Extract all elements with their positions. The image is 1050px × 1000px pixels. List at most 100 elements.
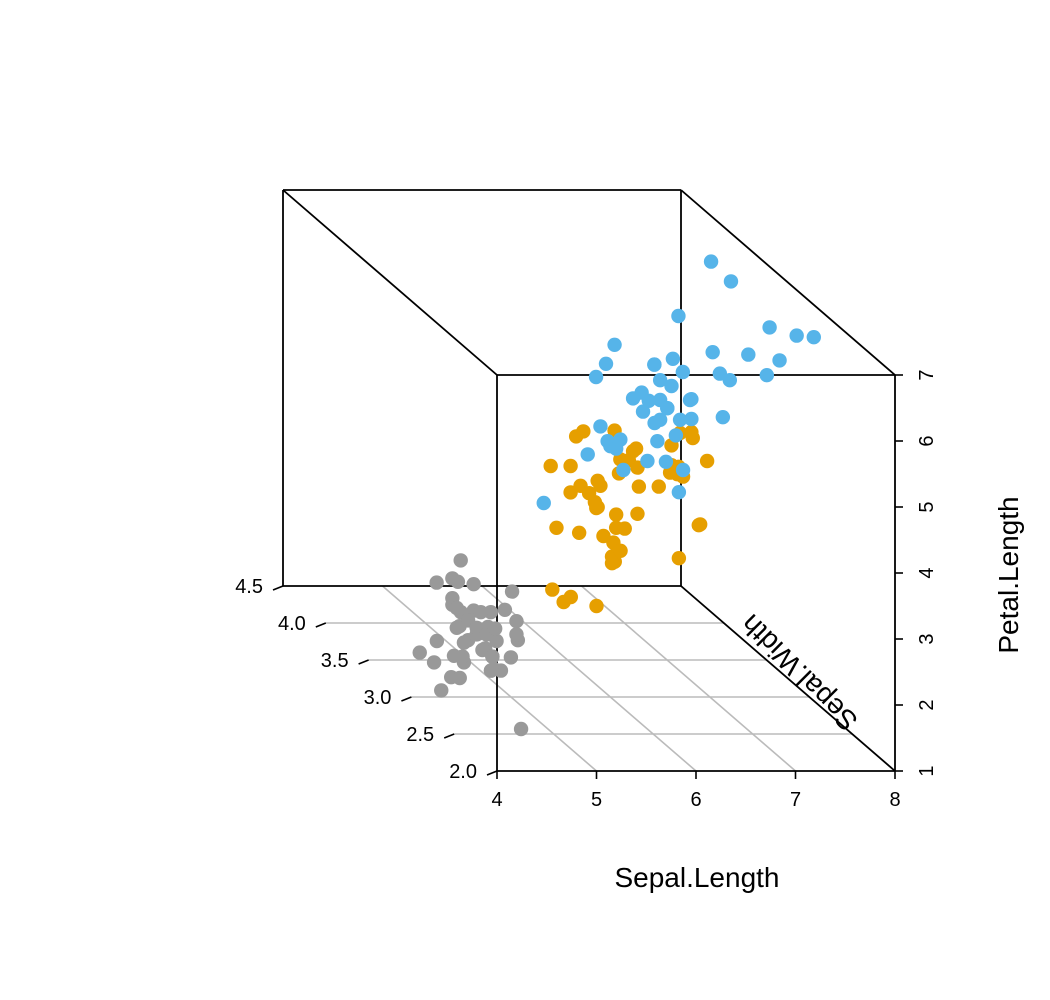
y-tick	[272, 585, 284, 591]
data-point	[504, 584, 520, 599]
data-point	[705, 345, 720, 360]
data-point	[596, 528, 611, 544]
axis-ticks: 4 5 6 7 8 2.0 2.5 3.0 3.5 4.0 4.5 1 2 3 4 5 6 7	[235, 369, 938, 811]
data-point	[715, 410, 731, 425]
data-point	[722, 373, 737, 388]
x-tick-label: 8	[889, 789, 900, 811]
data-point	[580, 447, 595, 462]
data-point	[651, 479, 666, 494]
data-point	[650, 434, 665, 449]
data-points	[412, 254, 821, 737]
bottom-plane-grid	[325, 585, 853, 772]
data-point	[604, 556, 620, 571]
data-point	[563, 589, 579, 605]
data-point	[509, 627, 524, 642]
x-tick-label: 7	[790, 789, 801, 811]
data-point	[549, 520, 564, 535]
data-point	[647, 415, 662, 431]
z-tick-label: 5	[916, 501, 938, 512]
data-point	[598, 356, 614, 371]
z-tick-label: 2	[916, 699, 938, 710]
data-point	[664, 378, 679, 394]
y-tick-label: 2.5	[406, 724, 434, 746]
data-point	[589, 598, 604, 614]
x-tick-label: 5	[591, 789, 602, 811]
data-point	[426, 655, 442, 670]
data-point	[682, 392, 698, 408]
data-point	[741, 347, 756, 362]
data-point	[429, 575, 444, 590]
grid-line-x	[381, 585, 598, 772]
data-point	[545, 582, 560, 597]
z-tick-label: 6	[916, 435, 938, 446]
grid-line-x	[481, 585, 697, 772]
data-point	[503, 650, 519, 665]
y-tick-label: 4.0	[278, 613, 306, 635]
data-point	[563, 458, 578, 474]
data-point	[456, 635, 472, 650]
z-tick-label: 3	[916, 633, 938, 644]
data-point	[473, 605, 489, 620]
data-point	[493, 663, 509, 678]
data-point	[652, 373, 668, 388]
data-point	[483, 605, 498, 620]
y-tick	[486, 770, 498, 776]
data-point	[640, 453, 655, 469]
data-point	[703, 254, 719, 269]
data-point	[628, 441, 644, 456]
data-point	[590, 473, 605, 488]
data-point	[668, 428, 684, 443]
y-tick-label: 2.0	[449, 761, 477, 783]
data-point	[453, 553, 468, 568]
grid-line-x	[580, 585, 797, 772]
data-point	[684, 425, 699, 440]
data-point	[617, 521, 632, 536]
z-tick-label: 7	[916, 369, 938, 380]
data-point	[452, 670, 467, 686]
data-point	[660, 401, 675, 416]
data-point	[630, 506, 645, 521]
data-point	[593, 419, 608, 434]
data-point	[699, 453, 715, 469]
box-edge	[680, 585, 896, 772]
data-point	[466, 577, 481, 592]
data-point	[665, 351, 681, 366]
data-point	[762, 320, 777, 335]
data-point	[647, 357, 662, 372]
z-axis-title: Petal.Length	[993, 496, 1024, 653]
data-point	[671, 551, 687, 566]
x-tick-label: 4	[491, 789, 502, 811]
data-point	[772, 353, 787, 368]
data-point	[675, 364, 691, 380]
y-tick	[358, 659, 369, 665]
data-point	[412, 645, 427, 660]
data-point	[607, 337, 622, 352]
data-point	[449, 600, 464, 616]
data-point	[449, 620, 464, 635]
y-tick-label: 3.5	[321, 650, 349, 672]
data-point	[434, 683, 449, 698]
data-point	[483, 663, 499, 678]
data-point	[497, 602, 513, 617]
data-point	[616, 462, 631, 478]
y-tick	[443, 733, 455, 739]
data-point	[608, 441, 624, 456]
data-point	[613, 543, 628, 558]
data-point	[672, 412, 688, 427]
data-point	[445, 571, 460, 586]
x-axis-title: Sepal.Length	[614, 862, 779, 893]
data-point	[759, 368, 775, 383]
y-tick-label: 4.5	[235, 576, 263, 598]
data-point	[587, 495, 603, 510]
data-point	[429, 633, 445, 649]
data-point	[455, 649, 470, 664]
data-point	[675, 462, 691, 478]
data-point	[671, 485, 687, 500]
box-edge	[680, 189, 896, 376]
data-point	[806, 330, 821, 345]
y-axis-title: Sepal.Width	[735, 608, 864, 737]
data-point	[487, 621, 503, 636]
data-point	[641, 393, 657, 408]
data-point	[509, 614, 524, 629]
